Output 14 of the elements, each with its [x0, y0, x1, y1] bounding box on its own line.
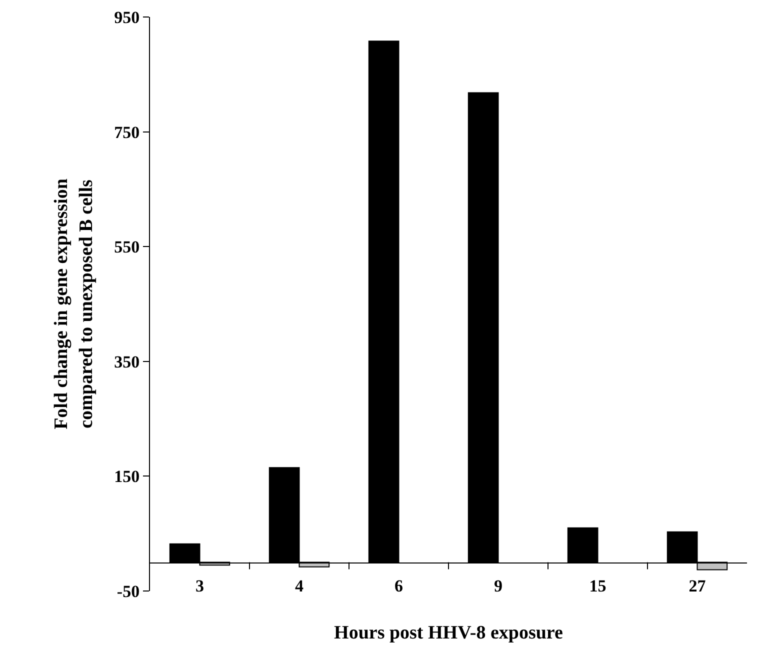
x-tick-label: 6 [394, 576, 403, 596]
y-tick-label: 550 [114, 238, 140, 257]
y-tick-label: 750 [114, 122, 140, 142]
x-tick-label: 3 [196, 576, 204, 596]
x-axis-title: Hours post HHV-8 exposure [334, 622, 563, 644]
x-tick-label: 4 [295, 576, 304, 596]
x-tick-label: 15 [589, 576, 606, 596]
y-tick-label: 150 [114, 467, 140, 486]
y-tick-label: -50 [116, 582, 140, 601]
y-tick-label: 350 [114, 352, 140, 372]
x-tick-label: 9 [494, 576, 502, 596]
y-axis-title: Fold change in gene expression compared to unexposed B cells [51, 178, 97, 430]
y-tick-label: 950 [114, 8, 140, 27]
x-tick-label: 27 [688, 576, 706, 596]
